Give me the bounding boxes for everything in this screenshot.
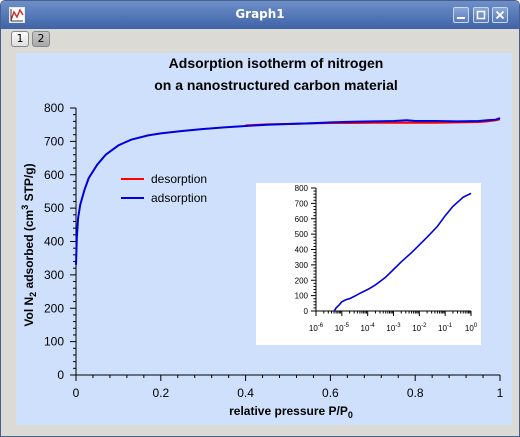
x-tick-label: 0.8 xyxy=(407,386,424,400)
y-tick-label: 200 xyxy=(44,301,64,315)
y-tick-label: 500 xyxy=(44,201,64,215)
inset-x-tick-label: 10-3 xyxy=(386,323,401,333)
tab-bar: 1 2 xyxy=(1,29,519,51)
inset-y-tick-label: 800 xyxy=(295,184,309,193)
legend-label-adsorption: adsorption xyxy=(151,191,207,205)
y-axis-label-text-3: STP/g) xyxy=(22,163,36,204)
x-tick-label: 1 xyxy=(497,386,504,400)
inset-x-tick-label: 100 xyxy=(465,323,478,333)
isotherm-chart: Adsorption isotherm of nitrogen on a nan… xyxy=(20,55,504,420)
y-axis-label-text-2: adsorbed (cm xyxy=(22,210,36,292)
tab-1[interactable]: 1 xyxy=(11,31,29,47)
y-axis-label: Vol N2 adsorbed (cm3 STP/g) xyxy=(20,163,38,326)
graph-window-icon[interactable] xyxy=(9,7,25,23)
close-button[interactable] xyxy=(492,7,508,23)
chart-title-line2: on a nanostructured carbon material xyxy=(154,77,398,93)
inset-y-tick-label: 600 xyxy=(295,215,309,224)
x-axis-label-text: relative pressure P/P xyxy=(229,404,348,418)
maximize-button[interactable] xyxy=(473,7,489,23)
chart-title-line1: Adsorption isotherm of nitrogen xyxy=(169,55,384,71)
x-axis-label: relative pressure P/P0 xyxy=(229,404,353,420)
inset-series-line xyxy=(333,192,472,312)
legend: desorption adsorption xyxy=(121,172,207,205)
x-tick-label: 0 xyxy=(73,386,80,400)
series-line-adsorption xyxy=(75,117,501,265)
inset-y-tick-label: 200 xyxy=(295,276,309,285)
y-tick-label: 100 xyxy=(44,335,64,349)
inset-x-tick-label: 10-1 xyxy=(438,323,453,333)
tab-2[interactable]: 2 xyxy=(32,31,50,47)
main-series xyxy=(75,117,501,265)
x-tick-label: 0.2 xyxy=(152,386,169,400)
inset-x-tick-label: 10-6 xyxy=(309,323,324,333)
graph-canvas[interactable]: Adsorption isotherm of nitrogen on a nan… xyxy=(16,53,512,425)
close-icon xyxy=(495,10,505,20)
inset-y-tick-label: 300 xyxy=(295,261,309,270)
inset-y-tick-label: 100 xyxy=(295,292,309,301)
graph-window-icon-glyph xyxy=(10,8,24,22)
maximize-icon xyxy=(476,10,486,20)
y-tick-label: 600 xyxy=(44,168,64,182)
inset-y-tick-label: 0 xyxy=(304,307,309,316)
inset-axes xyxy=(311,187,472,316)
x-tick-label: 0.6 xyxy=(322,386,339,400)
x-tick-label: 0.4 xyxy=(237,386,254,400)
y-tick-label: 0 xyxy=(57,368,64,382)
inset-y-tick-label: 700 xyxy=(295,199,309,208)
y-tick-label: 700 xyxy=(44,134,64,148)
inset-x-tick-label: 10-4 xyxy=(361,323,376,333)
inset-tick-labels: 10-6 10-5 10-4 10-3 10-2 10-1 100 0 100 200 300 400… xyxy=(295,184,478,333)
x-axis-label-subscript: 0 xyxy=(348,410,353,420)
y-tick-label: 400 xyxy=(44,235,64,249)
minimize-icon xyxy=(457,17,465,19)
y-tick-label: 800 xyxy=(44,101,64,115)
y-tick-label: 300 xyxy=(44,268,64,282)
minimize-button[interactable] xyxy=(453,7,469,23)
window-title: Graph1 xyxy=(235,7,285,21)
inset-x-tick-label: 10-2 xyxy=(412,323,427,333)
inset-y-tick-label: 500 xyxy=(295,230,309,239)
y-axis-label-superscript: 3 xyxy=(20,205,30,210)
title-bar[interactable]: Graph1 xyxy=(1,1,519,29)
y-axis-label-subscript: 2 xyxy=(28,292,38,297)
legend-label-desorption: desorption xyxy=(151,172,207,186)
inset-background xyxy=(256,183,481,345)
inset-x-tick-label: 10-5 xyxy=(335,323,350,333)
inset-series xyxy=(333,192,472,312)
inset-y-tick-label: 400 xyxy=(295,246,309,255)
inset-chart: 10-6 10-5 10-4 10-3 10-2 10-1 100 0 100 200 300 400… xyxy=(256,183,481,345)
y-axis-label-text: Vol N xyxy=(22,297,36,327)
main-tick-labels: 0 0.2 0.4 0.6 0.8 1 0 100 200 300 400 500 600 700 800 xyxy=(44,101,504,400)
